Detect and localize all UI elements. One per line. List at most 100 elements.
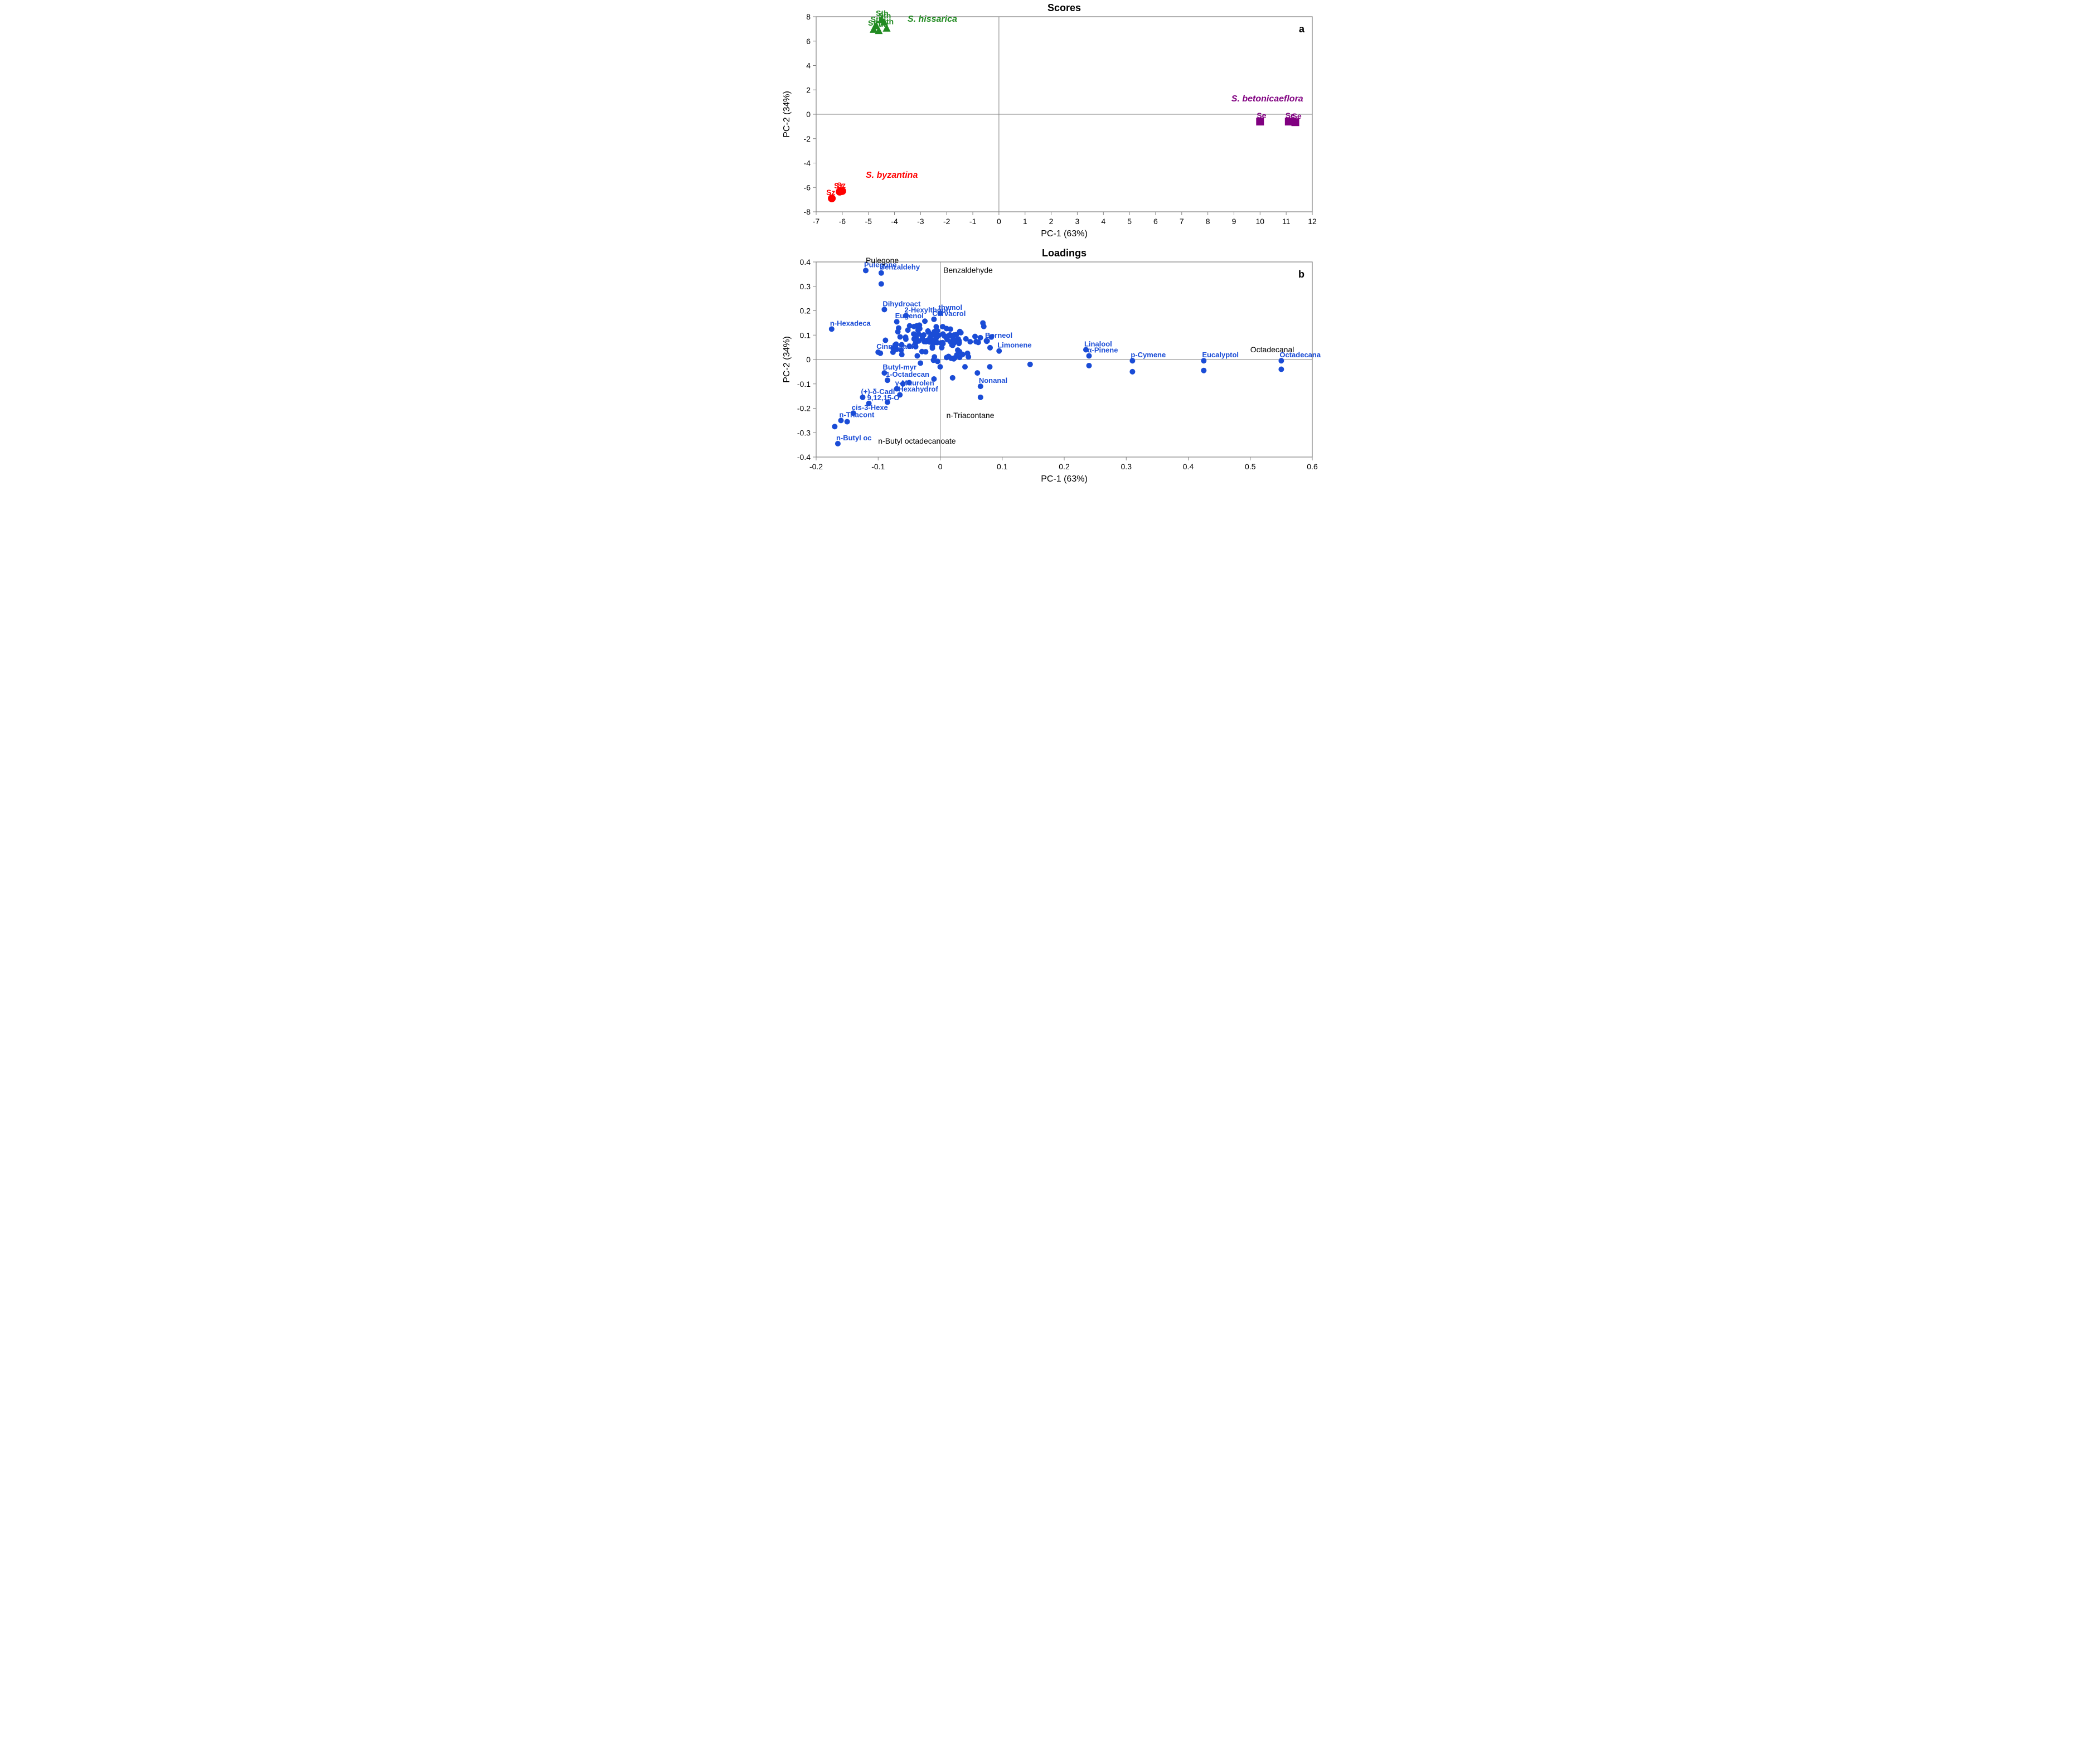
loading-point — [878, 281, 884, 286]
loading-point — [957, 329, 962, 334]
loading-point — [987, 364, 992, 370]
group-s-betonicaeflora: SeSeSeS. betonicaeflora — [1231, 94, 1303, 126]
group-label: S. betonicaeflora — [1231, 94, 1303, 104]
x-tick-label: 10 — [1255, 217, 1264, 226]
y-tick-label: 6 — [806, 37, 811, 46]
loading-label: 1-Octadecan — [885, 370, 929, 378]
loading-label: Borneol — [984, 331, 1012, 339]
panel-letter-a: a — [1298, 23, 1304, 35]
loading-point — [977, 395, 983, 400]
y-tick-label: -4 — [803, 159, 811, 168]
loading-point — [916, 322, 922, 328]
loading-point — [952, 355, 957, 361]
loading-point — [832, 424, 837, 429]
loading-point — [925, 328, 930, 334]
x-tick-label: 2 — [1049, 217, 1053, 226]
group-label: S. hissarica — [907, 14, 957, 24]
loading-label: Cinnamald — [876, 342, 914, 351]
y-tick-label: 2 — [806, 85, 811, 94]
y-tick-label: 0 — [806, 110, 811, 119]
x-tick-label: 6 — [1153, 217, 1158, 226]
loading-point — [949, 375, 955, 381]
x-tick-label: -6 — [838, 217, 846, 226]
loading-point — [911, 336, 916, 342]
score-point-label: Se — [1292, 111, 1301, 120]
y-tick-label: 0 — [806, 355, 811, 364]
score-point-label: Sth — [881, 17, 894, 26]
y-tick-label: -2 — [803, 134, 811, 143]
x-axis-title: PC-1 (63%) — [1041, 229, 1088, 239]
loading-point — [932, 354, 937, 360]
group-label: S. byzantina — [866, 171, 918, 180]
score-point-label: Se — [1257, 111, 1266, 120]
x-tick-label: 9 — [1231, 217, 1236, 226]
x-tick-label: 0.2 — [1059, 462, 1070, 471]
loading-point — [929, 344, 935, 349]
loading-label: Nonanal — [978, 376, 1007, 385]
loading-point — [937, 364, 943, 370]
loading-label: Eucalyptol — [1202, 351, 1239, 359]
x-tick-label: 1 — [1022, 217, 1027, 226]
loading-point — [939, 345, 944, 351]
loading-label: α-Pinene — [1087, 346, 1118, 354]
loading-point — [957, 354, 962, 360]
y-axis-title: PC-2 (34%) — [782, 91, 792, 138]
loading-point — [914, 353, 920, 358]
x-tick-label: -4 — [891, 217, 898, 226]
x-tick-label: 7 — [1179, 217, 1184, 226]
scores-chart: -7-6-5-4-3-2-10123456789101112-8-6-4-202… — [772, 0, 1329, 245]
loading-point — [938, 340, 943, 346]
y-ticks: -8-6-4-202468 — [803, 12, 816, 216]
x-tick-label: 0.5 — [1245, 462, 1256, 471]
page: -7-6-5-4-3-2-10123456789101112-8-6-4-202… — [772, 0, 1329, 490]
x-tick-label: -0.1 — [871, 462, 885, 471]
loading-point — [933, 324, 939, 329]
loading-label: Eugenol — [895, 312, 923, 320]
group-s-byzantina: SzSzSzS. byzantina — [826, 171, 918, 202]
loading-point — [903, 336, 908, 342]
loading-annotation: n-Triacontane — [946, 411, 994, 420]
loading-label: n-Triacont — [839, 410, 875, 419]
loading-label: n-Butyl oc — [836, 434, 871, 442]
loading-point — [951, 332, 957, 338]
loading-point — [919, 336, 925, 342]
loading-point — [1086, 363, 1092, 368]
x-tick-label: 4 — [1101, 217, 1105, 226]
loading-label: Hexahydrof — [898, 385, 938, 393]
loading-annotation: Octadecanal — [1250, 345, 1294, 354]
loading-point — [980, 320, 986, 326]
loading-point — [973, 339, 978, 344]
loading-point — [1129, 369, 1135, 375]
chart-title: Scores — [1047, 2, 1080, 13]
x-ticks: -0.2-0.100.10.20.30.40.50.6 — [809, 457, 1317, 471]
loading-point — [919, 349, 924, 354]
loading-label: n-Hexadeca — [830, 319, 871, 327]
x-tick-label: -1 — [969, 217, 976, 226]
y-tick-label: -6 — [803, 183, 811, 192]
x-tick-label: -0.2 — [809, 462, 822, 471]
x-tick-label: 0.4 — [1182, 462, 1194, 471]
x-tick-label: 3 — [1075, 217, 1079, 226]
score-point-label: Sz — [834, 181, 843, 190]
y-tick-label: 0.2 — [799, 307, 811, 315]
loading-point — [972, 334, 978, 339]
y-tick-label: -0.3 — [797, 428, 810, 437]
loading-point — [918, 361, 923, 366]
y-tick-label: 0.4 — [799, 258, 811, 266]
x-tick-label: -3 — [917, 217, 924, 226]
loading-point — [962, 364, 968, 370]
x-ticks: -7-6-5-4-3-2-10123456789101112 — [812, 212, 1316, 226]
loading-label: Limonene — [997, 341, 1031, 349]
loading-annotation: Benzaldehyde — [943, 266, 993, 275]
x-tick-label: 11 — [1282, 217, 1290, 226]
loading-point — [844, 419, 850, 425]
loading-point — [948, 339, 954, 345]
x-axis-title: PC-1 (63%) — [1041, 474, 1088, 484]
y-tick-label: -8 — [803, 207, 811, 216]
x-tick-label: -7 — [812, 217, 819, 226]
loading-label: p-Cymene — [1131, 351, 1166, 359]
panel-letter-b: b — [1298, 269, 1304, 280]
x-tick-label: 5 — [1127, 217, 1132, 226]
y-tick-label: -0.1 — [797, 380, 810, 388]
loading-point — [943, 326, 949, 332]
